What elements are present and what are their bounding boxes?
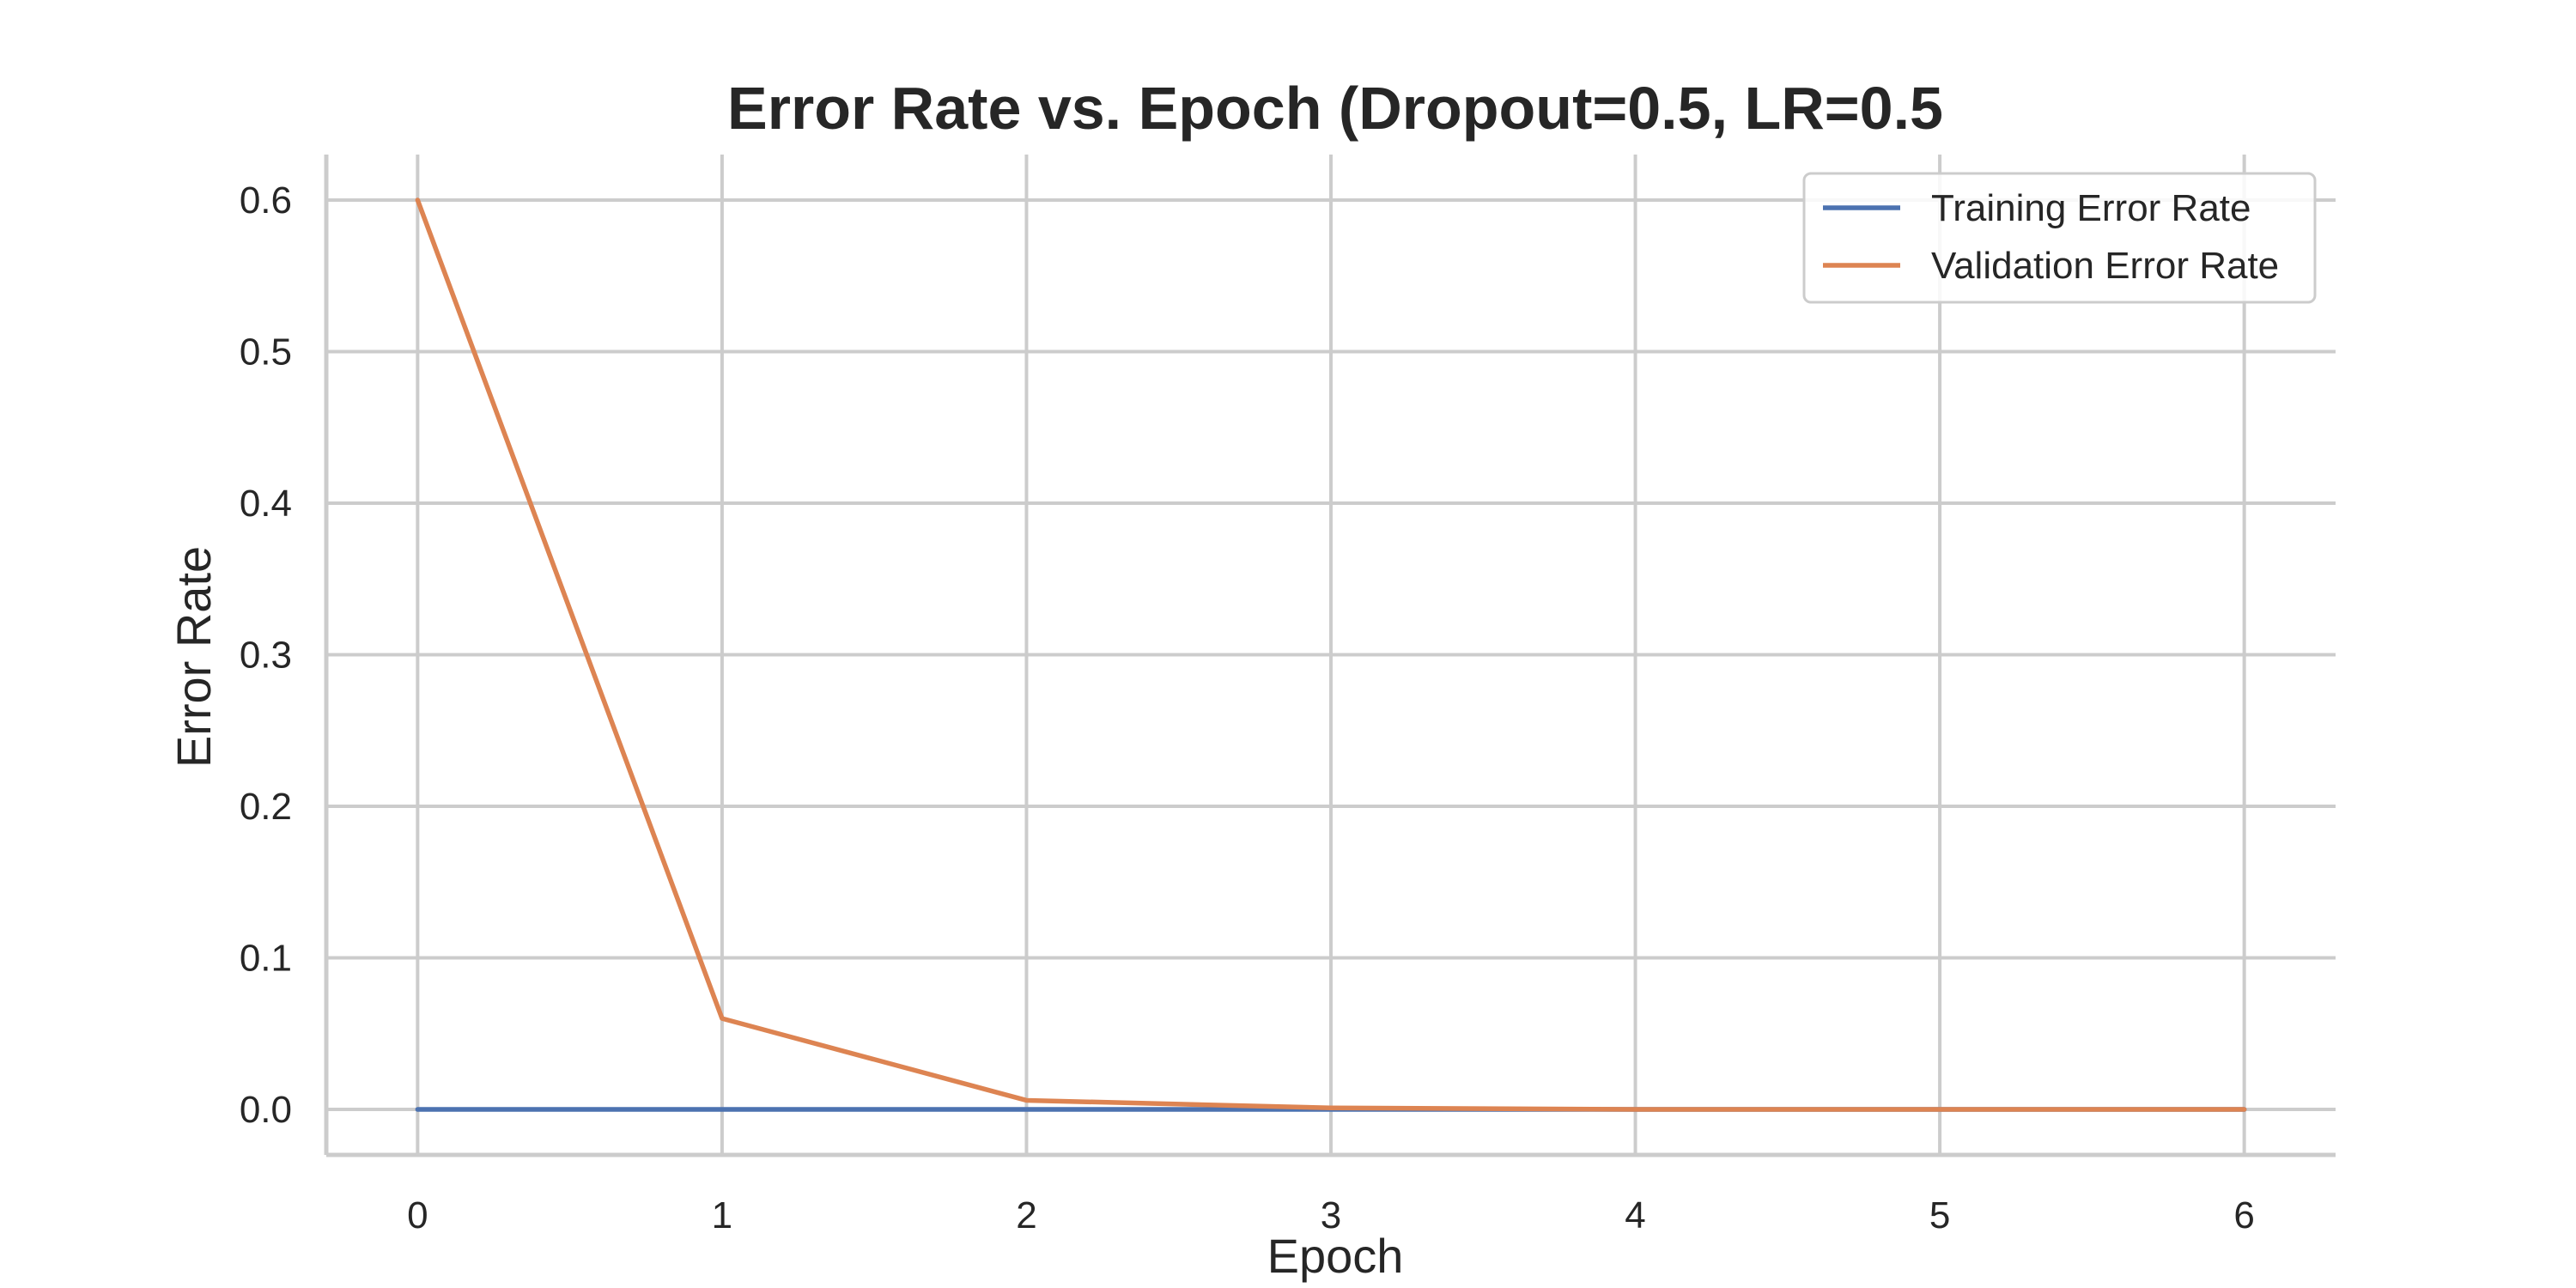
series-lines [415, 197, 2247, 1112]
axes-spines [324, 155, 2336, 1157]
y-tick-label: 0.4 [240, 483, 292, 525]
x-tick-label: 2 [1016, 1194, 1036, 1236]
x-tick-label: 1 [712, 1194, 732, 1236]
x-tick-label: 6 [2233, 1194, 2254, 1236]
y-tick-label: 0.3 [240, 635, 292, 677]
x-tick-label: 5 [1929, 1194, 1950, 1236]
legend: Training Error Rate Validation Error Rate [1802, 172, 2317, 304]
chart-title: Error Rate vs. Epoch (Dropout=0.5, LR=0.… [727, 75, 1943, 142]
grid-lines [326, 155, 2336, 1155]
series-line-validation [415, 197, 2247, 1112]
y-tick-label: 0.6 [240, 179, 292, 222]
legend-label: Validation Error Rate [1931, 245, 2279, 287]
y-tick-label: 0.1 [240, 938, 292, 980]
x-axis-label: Epoch [1267, 1229, 1404, 1283]
y-tick-label: 0.0 [240, 1089, 292, 1131]
legend-label: Training Error Rate [1931, 187, 2251, 229]
y-tick-label: 0.5 [240, 331, 292, 373]
x-tick-label: 3 [1321, 1194, 1341, 1236]
y-tick-labels: 0.0 0.1 0.2 0.3 0.4 0.5 0.6 [240, 179, 292, 1131]
x-tick-label: 4 [1625, 1194, 1645, 1236]
legend-box [1802, 172, 2317, 304]
x-tick-labels: 0 1 2 3 4 5 6 [407, 1194, 2255, 1236]
x-tick-label: 0 [407, 1194, 428, 1236]
y-axis-label: Error Rate [167, 546, 221, 768]
y-tick-label: 0.2 [240, 786, 292, 828]
